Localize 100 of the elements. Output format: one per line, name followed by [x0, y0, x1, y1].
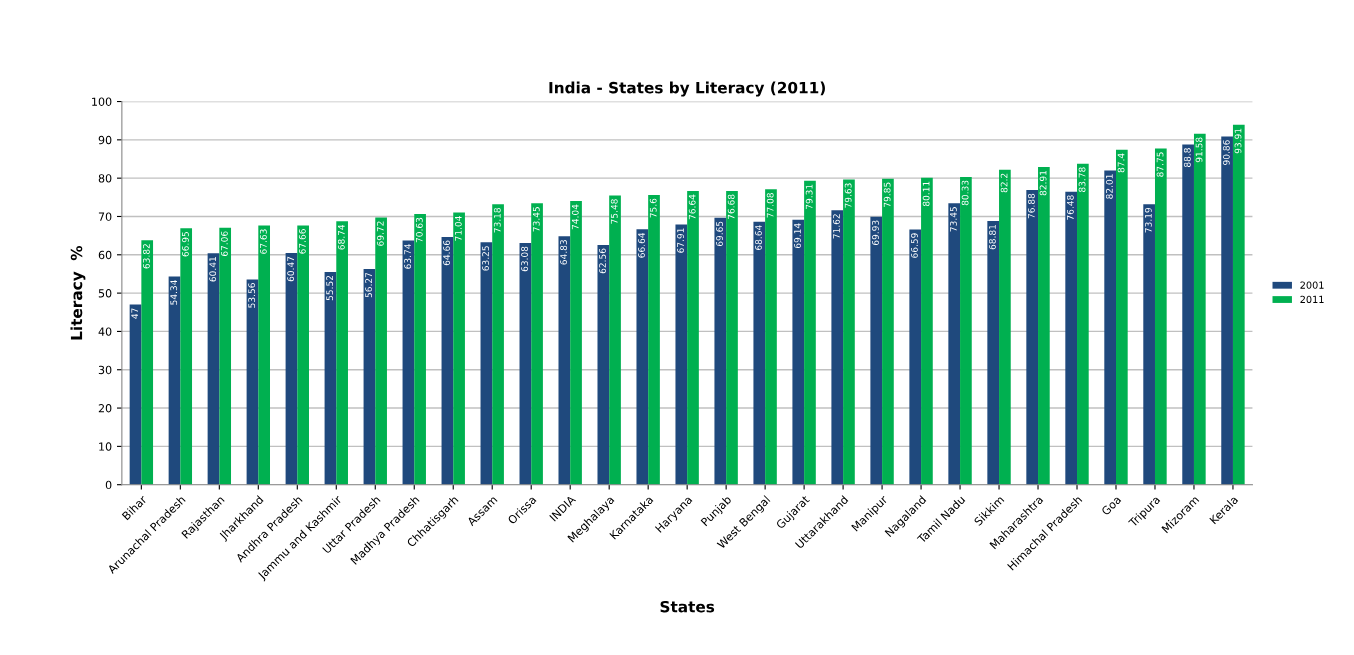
bar	[921, 177, 933, 485]
bar	[141, 240, 154, 485]
bar	[765, 189, 777, 485]
data-label: 64.83	[560, 240, 567, 265]
bar	[987, 221, 1000, 485]
data-label: 79.85	[883, 182, 891, 207]
data-label: 53.56	[248, 283, 256, 308]
data-label: 73.19	[1144, 207, 1152, 233]
data-label: 87.75	[1156, 152, 1164, 177]
chart-title: India - States by Literacy (2011)	[549, 81, 825, 97]
bar	[180, 228, 193, 485]
bar	[414, 214, 426, 485]
data-label: 68.81	[988, 224, 996, 250]
data-label: 63.08	[521, 246, 528, 272]
data-label: 77.08	[766, 193, 774, 218]
bar	[675, 224, 688, 485]
data-label: 55.52	[326, 275, 334, 301]
y-tick-label: 40	[98, 327, 112, 336]
data-label: 67.63	[259, 229, 267, 254]
data-label: 54.34	[170, 280, 178, 305]
y-tick-label: 100	[92, 97, 112, 106]
bar	[1026, 190, 1039, 485]
data-label: 82.01	[1105, 174, 1113, 199]
data-label: 67.91	[677, 228, 684, 253]
x-axis-title: States	[660, 600, 715, 613]
bar	[843, 179, 855, 485]
data-label: 64.66	[443, 240, 451, 266]
data-label: 87.4	[1117, 153, 1125, 173]
data-label: 63.82	[142, 244, 150, 269]
y-tick-label: 50	[98, 289, 112, 298]
bar	[1232, 124, 1245, 485]
data-label: 66.59	[911, 233, 918, 258]
bar	[831, 210, 844, 485]
data-label: 73.45	[532, 207, 540, 232]
bar	[726, 190, 738, 485]
y-tick-label: 70	[98, 212, 112, 221]
data-label: 90.86	[1222, 140, 1230, 165]
bar	[129, 304, 142, 485]
y-tick-label: 20	[98, 404, 112, 413]
bar	[492, 204, 504, 485]
data-label: 67.06	[220, 231, 228, 257]
data-label: 71.62	[833, 214, 840, 239]
bar	[558, 236, 571, 485]
bar	[519, 242, 532, 485]
data-label: 76.64	[688, 194, 696, 220]
data-label: 75.6	[649, 198, 657, 218]
data-label: 67.66	[298, 229, 306, 254]
bar	[363, 269, 376, 485]
bar	[870, 216, 883, 485]
data-label: 93.91	[1234, 128, 1242, 154]
data-label: 74.04	[571, 204, 579, 230]
bar	[246, 279, 259, 485]
bar	[285, 252, 298, 485]
legend-label: 2011	[1300, 295, 1324, 304]
bar	[960, 176, 972, 485]
bar	[219, 227, 232, 485]
data-label: 60.47	[287, 256, 295, 282]
data-label: 76.88	[1027, 193, 1035, 219]
bar	[1221, 136, 1233, 485]
data-label: 80.11	[922, 181, 930, 207]
bar	[207, 253, 220, 485]
bar	[258, 225, 271, 485]
data-label: 73.45	[950, 207, 957, 232]
bar	[648, 195, 660, 485]
data-label: 88.8	[1183, 148, 1191, 167]
bar	[687, 191, 699, 485]
bar	[1065, 191, 1078, 485]
bar	[531, 203, 543, 485]
data-label: 56.27	[365, 272, 373, 298]
data-label: 47	[131, 308, 138, 319]
bar	[753, 221, 766, 485]
data-label: 60.41	[209, 257, 217, 282]
bar	[1143, 204, 1155, 485]
data-label: 69.72	[376, 221, 384, 246]
bar	[804, 180, 816, 485]
data-label: 69.14	[794, 223, 801, 249]
bar	[453, 212, 465, 485]
bar	[948, 203, 961, 485]
y-tick-label: 10	[99, 442, 112, 451]
bar	[297, 225, 309, 485]
bar	[792, 219, 805, 485]
data-label: 63.74	[404, 244, 412, 269]
data-label: 73.18	[493, 207, 501, 233]
x-tick-label: Goa	[1100, 495, 1122, 516]
data-label: 63.25	[482, 246, 489, 271]
bar	[1104, 170, 1116, 485]
bar	[375, 217, 387, 485]
data-label: 71.04	[454, 216, 462, 241]
bar	[441, 236, 454, 485]
data-label: 79.31	[805, 184, 813, 209]
y-tick-label: 90	[98, 135, 112, 145]
bar	[597, 244, 610, 485]
legend-label: 2001	[1300, 281, 1324, 289]
data-label: 75.48	[610, 199, 618, 224]
bar	[1182, 144, 1194, 485]
y-tick-label: 30	[98, 365, 112, 375]
bar	[570, 201, 582, 485]
bar	[1038, 167, 1050, 485]
data-label: 80.33	[961, 180, 969, 206]
data-label: 66.64	[638, 232, 645, 258]
